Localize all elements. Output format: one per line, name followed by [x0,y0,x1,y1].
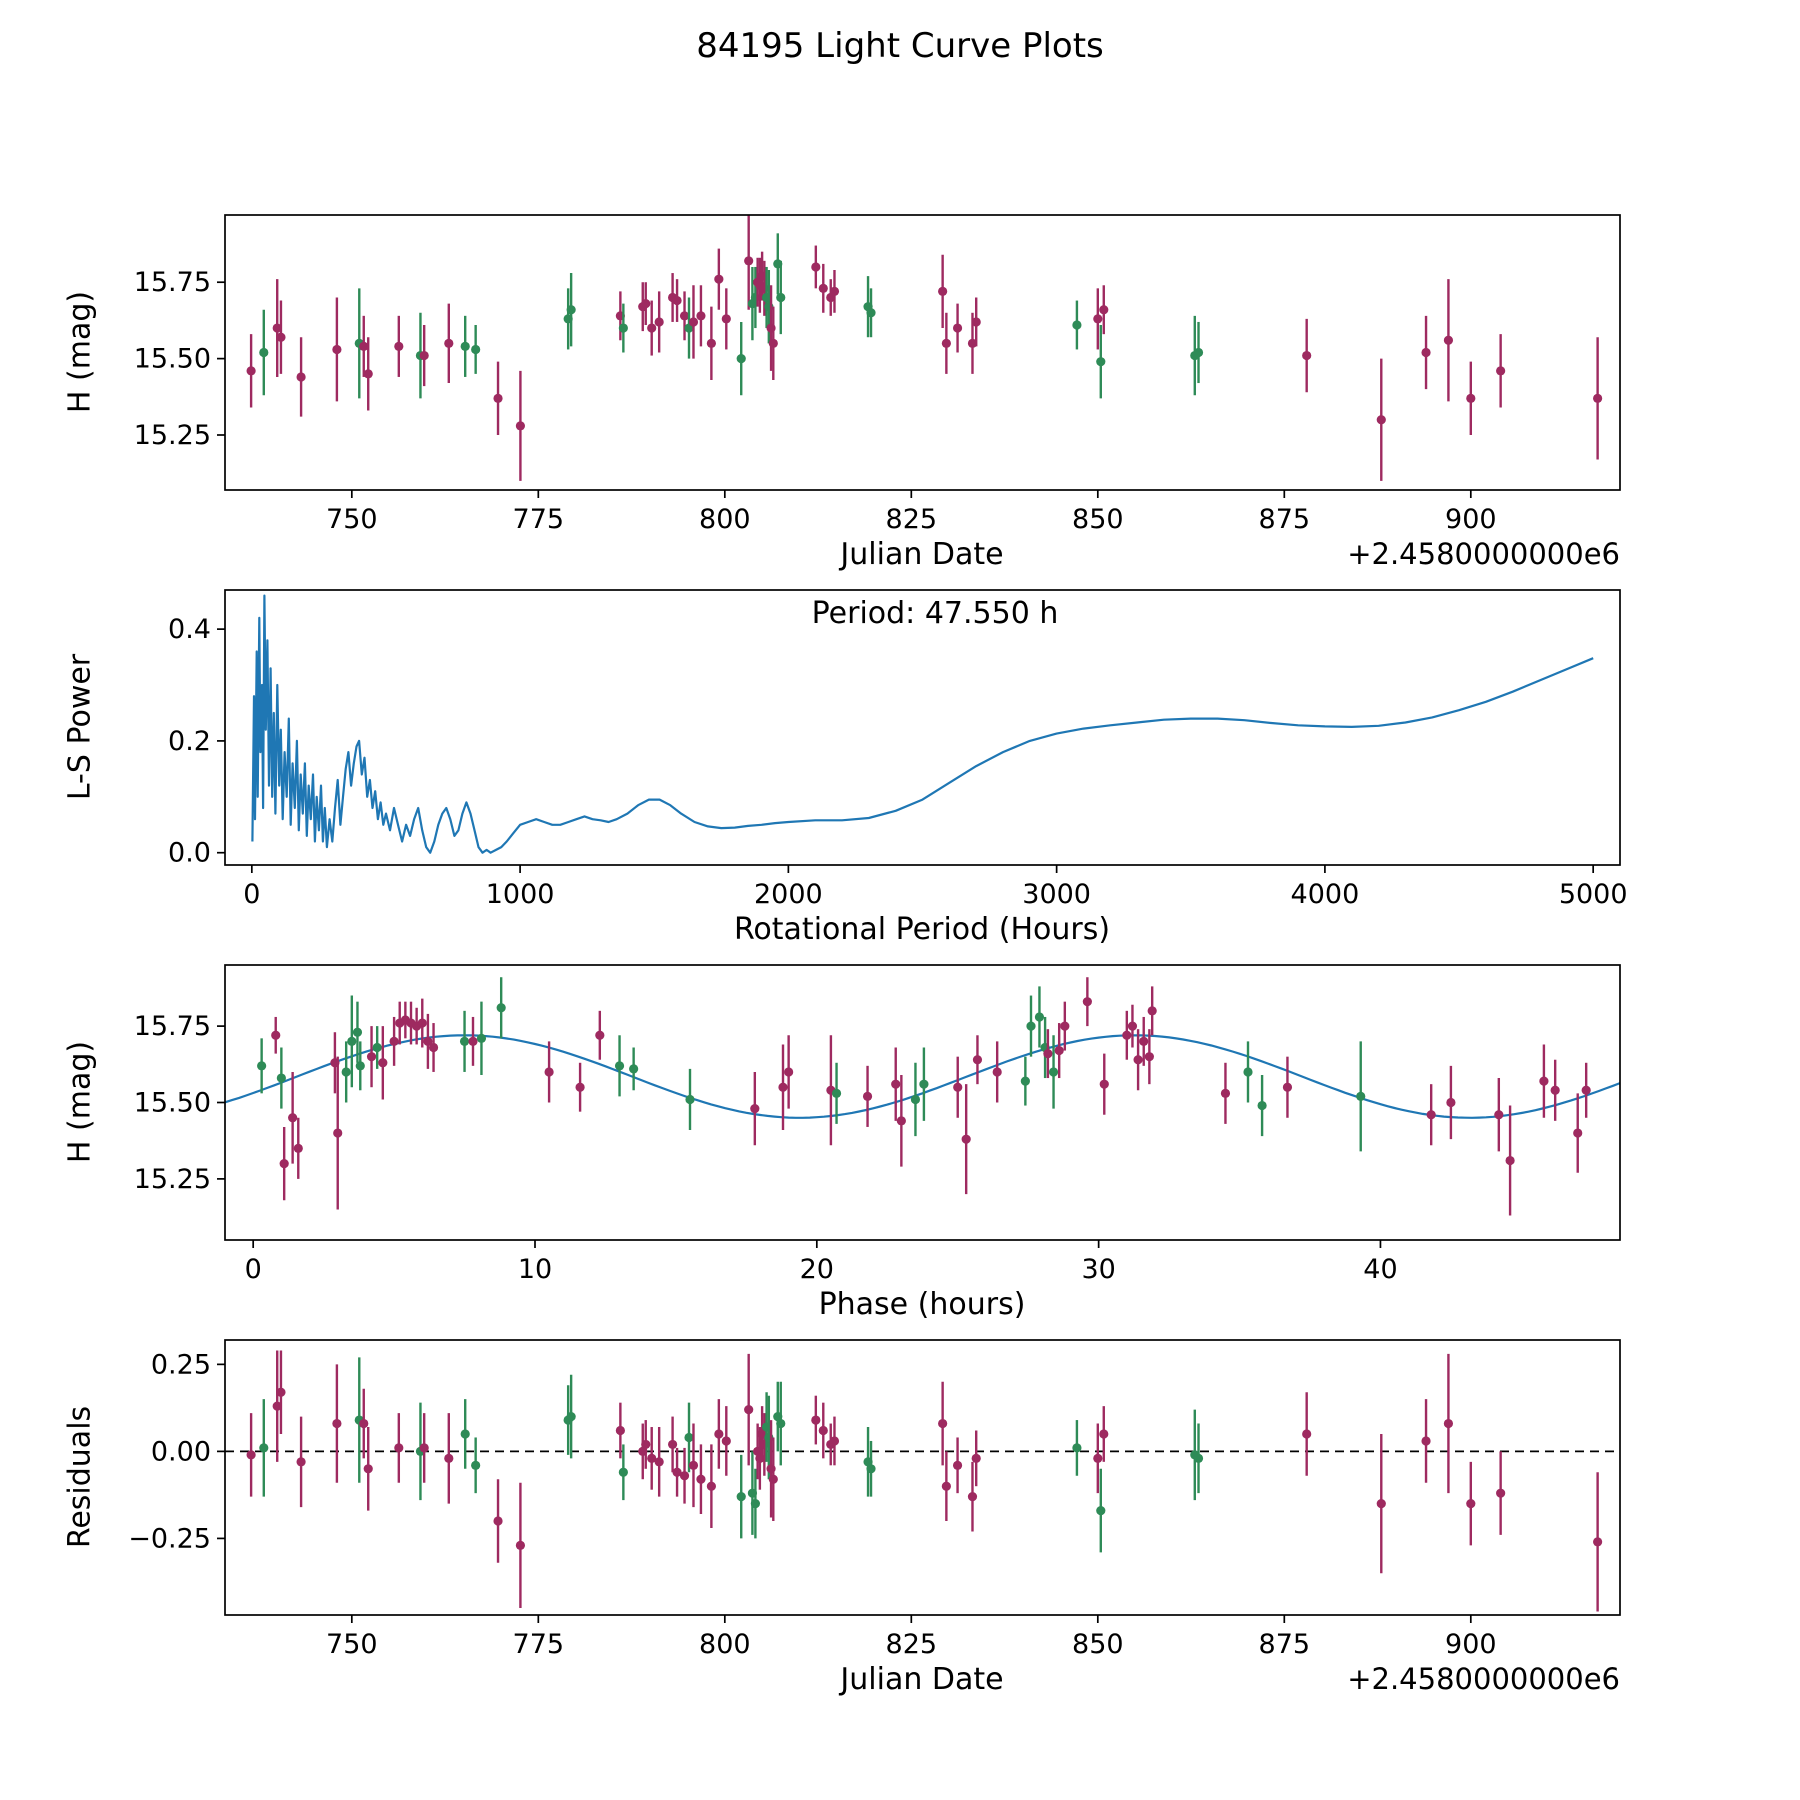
svg-text:850: 850 [1072,1629,1124,1660]
svg-text:5000: 5000 [1559,879,1628,910]
svg-text:0: 0 [245,1254,262,1285]
svg-text:0.0: 0.0 [168,838,211,869]
svg-text:0: 0 [243,879,260,910]
svg-text:15.50: 15.50 [134,1088,211,1119]
svg-text:15.25: 15.25 [134,420,211,451]
xlabel-residuals: Julian Date [840,1662,1004,1697]
svg-text:850: 850 [1072,504,1124,535]
svg-text:775: 775 [513,1629,565,1660]
x-offset-lightcurve: +2.4580000000e6 [1347,537,1620,571]
svg-text:750: 750 [326,1629,378,1660]
x-offset-residuals: +2.4580000000e6 [1347,1662,1620,1696]
svg-text:15.25: 15.25 [134,1164,211,1195]
svg-text:15.75: 15.75 [134,1011,211,1042]
svg-text:0.25: 0.25 [151,1349,211,1380]
svg-text:0.00: 0.00 [151,1436,211,1467]
svg-text:−0.25: −0.25 [128,1523,211,1554]
svg-text:825: 825 [886,504,938,535]
svg-text:4000: 4000 [1291,879,1360,910]
ylabel-phased: H (mag) [62,1040,98,1164]
svg-text:2000: 2000 [754,879,823,910]
period-annotation: Period: 47.550 h [811,596,1059,631]
svg-text:900: 900 [1445,1629,1497,1660]
svg-text:15.50: 15.50 [134,344,211,375]
svg-text:800: 800 [699,504,751,535]
svg-text:750: 750 [326,504,378,535]
svg-text:875: 875 [1259,1629,1311,1660]
figure-title: 84195 Light Curve Plots [696,26,1104,66]
xlabel-phased: Phase (hours) [818,1287,1026,1322]
svg-text:800: 800 [699,1629,751,1660]
svg-text:3000: 3000 [1022,879,1091,910]
svg-text:0.2: 0.2 [168,726,211,757]
svg-text:875: 875 [1259,504,1311,535]
svg-text:30: 30 [1081,1254,1115,1285]
svg-text:15.75: 15.75 [134,267,211,298]
xlabel-periodogram: Rotational Period (Hours) [733,912,1111,947]
svg-text:900: 900 [1445,504,1497,535]
svg-text:40: 40 [1363,1254,1397,1285]
ylabel-periodogram: L-S Power [62,653,98,801]
svg-text:0.4: 0.4 [168,614,211,645]
svg-text:20: 20 [800,1254,834,1285]
ylabel-residuals: Residuals [62,1405,98,1549]
svg-text:1000: 1000 [486,879,555,910]
xlabel-lightcurve: Julian Date [840,537,1004,572]
svg-text:775: 775 [513,504,565,535]
svg-text:825: 825 [886,1629,938,1660]
ylabel-lightcurve: H (mag) [62,290,98,414]
svg-text:10: 10 [518,1254,552,1285]
